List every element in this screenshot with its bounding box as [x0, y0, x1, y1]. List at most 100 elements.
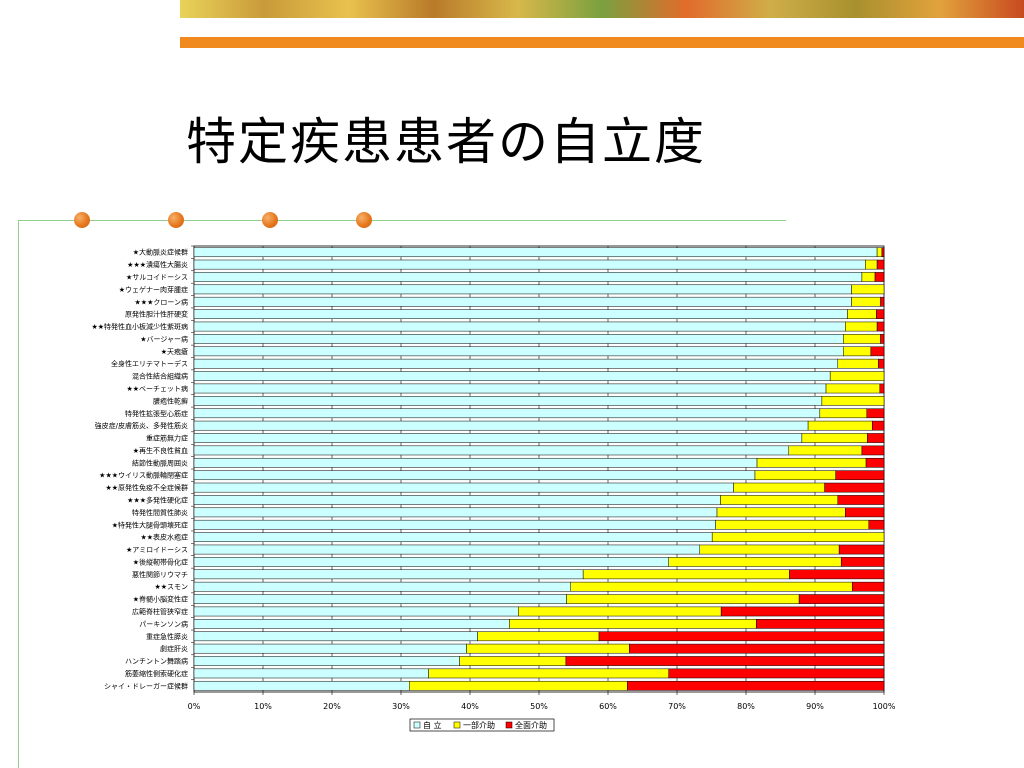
bar-segment-3	[861, 445, 885, 456]
bar-segment-2	[843, 334, 881, 344]
bar-segment-3	[866, 408, 885, 419]
decorative-dot-2	[168, 212, 184, 228]
bar-segment-1	[193, 519, 716, 530]
bar-segment-2	[459, 656, 567, 666]
bar-segment-2	[829, 371, 885, 381]
bar-segment-3	[876, 259, 885, 270]
bar-segment-2	[409, 680, 628, 691]
bar-segment-3	[865, 457, 885, 468]
bar-segment-3	[756, 619, 885, 629]
legend-box	[409, 718, 555, 732]
bar-segment-1	[193, 581, 571, 592]
chart-legend: 自 立 一部介助 全面介助	[409, 718, 555, 732]
bar-segment-3	[627, 680, 885, 691]
decorative-dot-3	[262, 212, 278, 228]
category-label: 全身性エリテマトーデス	[111, 359, 188, 368]
bar-segment-1	[193, 643, 467, 654]
bar-segment-3	[789, 569, 885, 580]
bar-segment-1	[193, 470, 756, 481]
plot-area: 0% 10% 20% 30% 40% 50% 60% 70% 80% 90% 100% ★大動脈炎症候…	[91, 245, 896, 711]
bar-segment-2	[837, 358, 879, 369]
slide-title: 特定疾患患者の自立度	[186, 113, 706, 171]
bar-segment-2	[843, 346, 872, 357]
x-tick-label: 40%	[461, 702, 479, 711]
bar-segment-2	[807, 420, 873, 431]
bar-segment-1	[193, 457, 758, 468]
legend-label: 一部介助	[463, 720, 495, 730]
bar-segment-1	[193, 309, 848, 319]
bar-segment-2	[788, 445, 863, 456]
x-tick-label: 60%	[599, 702, 617, 711]
bar-segment-1	[193, 507, 718, 518]
category-label: ★後縦靭帯骨化症	[133, 557, 188, 566]
bar-segment-1	[193, 569, 584, 580]
bar-segment-1	[193, 383, 827, 394]
bar-segment-1	[193, 284, 852, 295]
category-label: 悪性関節リウマチ	[132, 570, 188, 579]
legend-label: 全面介助	[515, 720, 547, 730]
bar-segment-2	[466, 643, 630, 654]
bar-segment-2	[825, 383, 881, 394]
category-label: ★★特発性血小板減少性紫斑病	[91, 322, 188, 331]
bar-segment-2	[518, 606, 722, 617]
x-tick-label: 80%	[737, 702, 755, 711]
bar-segment-3	[845, 507, 885, 518]
bar-segment-1	[193, 334, 844, 344]
top-divider-line	[18, 220, 786, 221]
bar-segment-1	[193, 606, 519, 617]
bar-segment-2	[861, 272, 876, 282]
bar-segment-3	[824, 482, 885, 493]
x-tick-label: 10%	[254, 702, 272, 711]
bar-segment-1	[193, 482, 734, 493]
legend-swatch	[453, 721, 461, 729]
bar-segment-1	[193, 296, 852, 307]
bar-segment-2	[582, 569, 790, 580]
category-label: シャイ・ドレーガー症候群	[104, 681, 188, 690]
category-label: 特発性拡張型心筋症	[125, 409, 188, 418]
category-label: 膿疱性乾癬	[153, 396, 188, 405]
decorative-dot-4	[356, 212, 372, 228]
bar-segment-2	[819, 408, 868, 419]
bar-segment-1	[193, 358, 839, 369]
bar-segment-2	[865, 259, 878, 270]
bar-segment-1	[193, 408, 821, 419]
category-label: ★脊髄小脳変性症	[133, 595, 188, 604]
bar-segment-1	[193, 668, 429, 679]
bar-segment-3	[880, 334, 885, 344]
bar-segment-1	[193, 272, 863, 282]
category-label: ★★ベーチェット病	[126, 384, 188, 393]
bar-segment-3	[870, 346, 885, 357]
x-tick-label: 100%	[873, 702, 896, 711]
x-tick-label: 20%	[323, 702, 341, 711]
bar-segment-1	[193, 321, 846, 332]
bar-segment-3	[878, 358, 885, 369]
bar-segment-1	[193, 680, 410, 691]
category-label: ★★★ウイリス動脈輪閉塞症	[99, 471, 188, 480]
bar-segment-2	[847, 309, 877, 319]
bar-segment-1	[193, 247, 878, 258]
bar-segment-3	[874, 272, 885, 282]
top-banner-image	[180, 0, 1024, 18]
legend-label: 自 立	[423, 720, 442, 730]
bar-segment-1	[193, 346, 844, 357]
bar-segment-2	[845, 321, 878, 332]
category-label: ハンチントン舞踏病	[125, 657, 188, 666]
bar-segment-3	[720, 606, 885, 617]
bar-segment-1	[193, 544, 701, 555]
bar-segment-3	[868, 519, 885, 530]
category-label: 特発性間質性肺炎	[132, 508, 188, 517]
category-label: ★ウェゲナー肉芽腫症	[119, 285, 188, 294]
bar-segment-3	[838, 544, 885, 555]
bar-segment-2	[876, 247, 883, 258]
bar-segment-1	[193, 259, 866, 270]
bar-segment-3	[837, 495, 885, 505]
category-label: 強皮症/皮膚筋炎、多発性筋炎	[95, 421, 188, 430]
category-label: ★★★クローン病	[135, 297, 188, 306]
category-label: ★★★潰瘍性大腸炎	[127, 260, 188, 269]
category-label: ★大動脈炎症候群	[133, 248, 188, 257]
bar-segment-2	[428, 668, 669, 679]
bar-segment-1	[193, 594, 567, 604]
x-tick-label: 30%	[392, 702, 410, 711]
bar-segment-1	[193, 371, 831, 381]
bar-segment-2	[821, 396, 885, 406]
